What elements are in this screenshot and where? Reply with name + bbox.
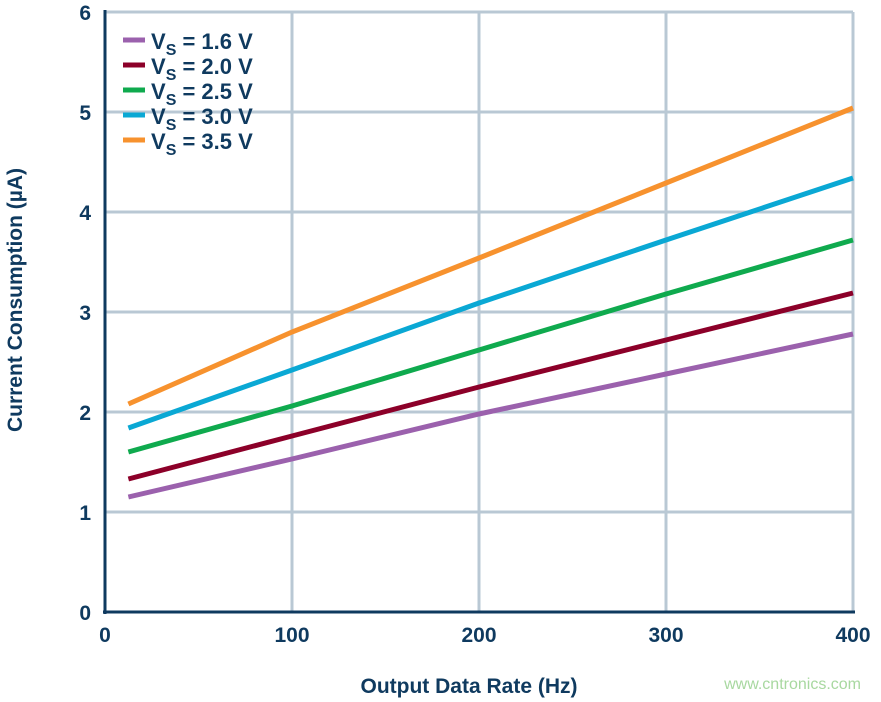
x-axis-label: Output Data Rate (Hz) xyxy=(361,675,578,698)
legend-label: VS = 3.0 V xyxy=(151,104,253,134)
y-tick-label: 6 xyxy=(79,2,91,25)
y-tick-label: 0 xyxy=(79,602,91,625)
series-line xyxy=(127,237,854,455)
x-tick-label: 100 xyxy=(274,624,309,647)
x-tick-label: 400 xyxy=(835,624,870,647)
y-tick-label: 5 xyxy=(79,102,91,125)
y-tick-label: 3 xyxy=(79,302,91,325)
x-tick-label: 200 xyxy=(461,624,496,647)
x-tick-label: 300 xyxy=(648,624,683,647)
y-tick-label: 2 xyxy=(79,402,91,425)
series-line xyxy=(127,105,854,407)
legend-label: VS = 3.5 V xyxy=(151,129,253,159)
watermark: www.cntronics.com xyxy=(724,676,861,693)
series-line xyxy=(127,290,854,482)
y-tick-label: 1 xyxy=(79,502,91,525)
y-tick-label: 4 xyxy=(79,202,91,225)
series-line xyxy=(127,175,854,431)
legend-label: VS = 1.6 V xyxy=(151,29,253,59)
legend-label: VS = 2.5 V xyxy=(151,79,253,109)
x-tick-label: 0 xyxy=(99,624,111,647)
series-line xyxy=(127,331,854,500)
legend-label: VS = 2.0 V xyxy=(151,54,253,84)
y-axis-label: Current Consumption (µA) xyxy=(4,168,27,432)
